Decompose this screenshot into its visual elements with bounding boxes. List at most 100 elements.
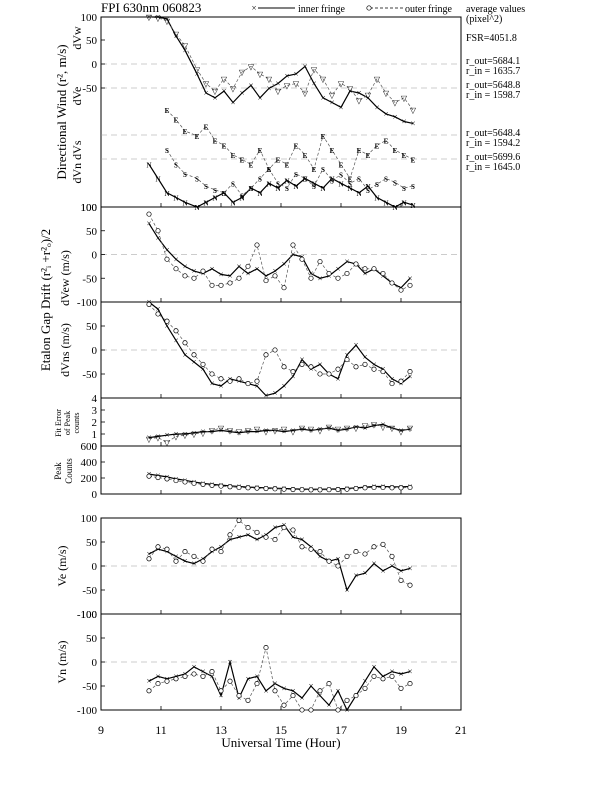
- panel-directional-wind: 100 50 0 -50 100 × × × × × × × × × × × × × × × × × × × × × × × × × × × ×…: [81, 12, 462, 214]
- y-tick-label-dVns-2: -50: [82, 369, 97, 381]
- ve-s1-point-8: [218, 549, 224, 555]
- dVew-s1-point-1: [155, 228, 161, 234]
- dVns-s0-point-25: ×: [371, 359, 376, 369]
- directional-wind-s4-point-13: S: [285, 185, 289, 193]
- fit-error-s0-point-28: ×: [398, 425, 403, 435]
- directional-wind-s1-point-7: ▽: [212, 87, 219, 96]
- panel-vn: 100500-50-100×××××××××××××××××××××××××××…: [77, 609, 462, 717]
- vn-s1-point-23: [353, 693, 359, 699]
- directional-wind-s0-point-23: ×: [356, 88, 361, 98]
- dVew-s0-point-15: ×: [281, 259, 286, 269]
- ylabel-directional-wind: Directional Wind (r², m/s): [54, 44, 69, 179]
- legend-outer-label: outer fringe: [405, 4, 452, 15]
- dVns-s1-point-21: [335, 366, 341, 372]
- dVns-s0-point-29: ×: [407, 371, 412, 381]
- directional-wind-s3-point-16: N: [293, 183, 298, 191]
- directional-wind-s4-point-26: S: [402, 185, 406, 193]
- dVew-s1-point-2: [164, 256, 170, 262]
- directional-wind-s2-point-11: E: [267, 166, 272, 174]
- dVns-s1-point-4: [182, 340, 188, 346]
- dVns-s0-point-8: ×: [218, 381, 223, 391]
- vn-s1-point-7: [209, 669, 215, 675]
- ve-s0-point-16: ×: [290, 532, 295, 542]
- directional-wind-s4-point-6: S: [222, 190, 226, 198]
- directional-wind-s3-point-25: N: [374, 195, 379, 203]
- dVew-s1-point-9: [227, 280, 233, 286]
- legend-inner-marker: ×: [251, 3, 256, 13]
- directional-wind-s4-point-12: S: [276, 180, 280, 188]
- peak-counts-s1-point-1: [155, 474, 161, 481]
- dVew-s1-point-12: [254, 242, 260, 248]
- directional-wind-series-line-4: [166, 149, 414, 197]
- ve-series-line-0: [148, 524, 411, 592]
- dVew-s0-point-21: ×: [335, 264, 340, 274]
- directional-wind-s0-point-5: ×: [194, 69, 199, 79]
- dVns-s0-point-7: ×: [209, 379, 214, 389]
- fit-error-s0-point-5: ×: [191, 428, 196, 438]
- fit-error-s0-point-2: ×: [164, 430, 169, 440]
- directional-wind-s3-point-0: N: [146, 161, 151, 169]
- directional-wind-s4-point-5: S: [213, 187, 217, 195]
- y-tick-label-directional-wind-1: 50: [86, 35, 98, 47]
- dVew-s1-point-23: [353, 261, 359, 267]
- directional-wind-s4-point-21: S: [357, 176, 361, 184]
- directional-wind-s4-point-14: S: [294, 171, 298, 179]
- fit-error-s1-point-23: ▽: [353, 424, 360, 433]
- y-tick-label-fit-error-2: 2: [92, 417, 98, 429]
- directional-wind-s3-point-22: N: [347, 185, 352, 193]
- note-n-rout: r_out=5648.4: [466, 128, 520, 139]
- dVew-s0-point-8: ×: [218, 269, 223, 279]
- directional-wind-s3-point-7: N: [212, 195, 217, 203]
- dVns-s0-point-16: ×: [290, 371, 295, 381]
- ylabel-vn: Vn (m/s): [55, 641, 69, 684]
- directional-wind-s0-point-24: ×: [365, 93, 370, 103]
- directional-wind-s3-point-21: N: [338, 180, 343, 188]
- y-tick-label-dVew-3: -50: [82, 273, 97, 285]
- peak-counts-s1-point-20: [326, 487, 332, 493]
- directional-wind-s1-point-8: ▽: [221, 75, 228, 84]
- fit-error-s0-point-15: ×: [281, 427, 286, 437]
- ve-s0-point-27: ×: [389, 561, 394, 571]
- dVns-s0-point-5: ×: [191, 357, 196, 367]
- fit-error-s0-point-8: ×: [218, 425, 223, 435]
- dVns-s1-point-26: [380, 369, 386, 375]
- dVns-s0-point-3: ×: [173, 335, 178, 345]
- peak-counts-s1-point-16: [290, 486, 296, 493]
- peak-counts-s1-point-26: [380, 484, 386, 491]
- dVns-series-line-1: [148, 304, 411, 384]
- ve-s0-point-29: ×: [407, 563, 412, 573]
- dVns-s0-point-12: ×: [254, 381, 259, 391]
- vn-s0-point-21: ×: [335, 686, 340, 696]
- ve-s0-point-24: ×: [362, 568, 367, 578]
- vn-s0-point-12: ×: [254, 671, 259, 681]
- legend-outer-marker: [366, 5, 372, 11]
- vn-s1-point-0: [146, 688, 152, 694]
- peak-counts-s1-point-22: [344, 486, 350, 492]
- directional-wind-s3-point-27: N: [392, 204, 397, 212]
- peak-counts-s1-point-15: [281, 486, 287, 492]
- dVns-s0-point-23: ×: [353, 340, 358, 350]
- dVew-s1-point-20: [326, 270, 332, 277]
- vn-s0-point-16: ×: [290, 686, 295, 696]
- ve-s0-point-17: ×: [299, 535, 304, 545]
- ve-s1-point-26: [380, 541, 386, 547]
- vn-s1-point-4: [182, 673, 188, 679]
- dVew-s1-point-10: [236, 275, 242, 281]
- directional-wind-s4-point-1: S: [174, 161, 178, 169]
- dVns-s1-point-11: [245, 381, 251, 387]
- dVew-series-line-0: [148, 223, 411, 289]
- fit-error-s0-point-0: ×: [146, 433, 151, 443]
- vn-s0-point-25: ×: [371, 662, 376, 672]
- fit-error-s1-point-22: ▽: [344, 424, 351, 433]
- directional-wind-series-line-0: [149, 16, 414, 124]
- fit-error-s1-point-7: ▽: [209, 426, 216, 435]
- ve-s0-point-9: ×: [227, 535, 232, 545]
- dVns-s0-point-24: ×: [362, 352, 367, 362]
- y-tick-label-fit-error-1: 3: [92, 405, 98, 417]
- peak-counts-s1-point-0: [146, 473, 152, 479]
- fit-error-s1-point-27: ▽: [389, 424, 396, 433]
- y-tick-label-peak-counts-0: 600: [81, 441, 98, 453]
- vn-s1-point-9: [227, 678, 233, 684]
- fit-error-s1-point-29: ▽: [407, 424, 414, 433]
- dVew-s1-point-25: [371, 266, 377, 272]
